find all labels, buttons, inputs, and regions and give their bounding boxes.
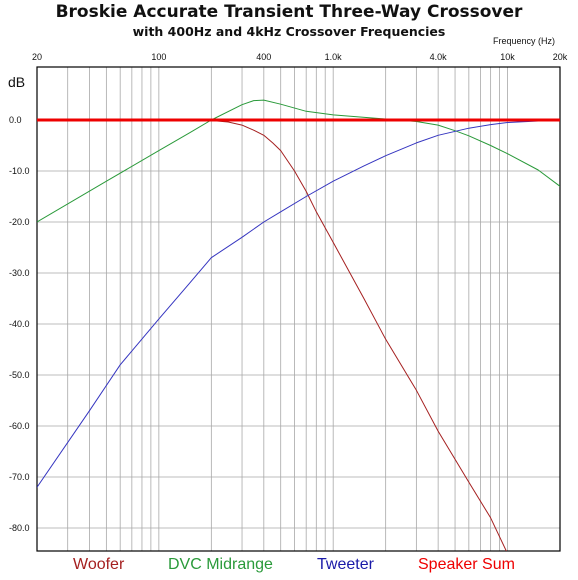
legend-speaker-sum: Speaker Sum [418,556,515,573]
chart-title: Broskie Accurate Transient Three-Way Cro… [55,2,523,22]
legend-tweeter: Tweeter [317,556,374,573]
y-tick-label: -40.0 [9,319,30,329]
legend-woofer: Woofer [73,556,125,573]
grid [36,67,561,551]
y-tick-label: -30.0 [9,268,30,278]
plot-frame [36,66,561,552]
woofer-curve [37,119,507,551]
x-tick-label: 20 [32,52,42,62]
tweeter-curve [37,120,560,488]
x-tick-label: 400 [256,52,271,62]
y-tick-label: -70.0 [9,472,30,482]
y-tick-label: 0.0 [9,115,22,125]
y-axis-label: dB [8,74,26,90]
x-tick-label: 1.0k [325,52,343,62]
y-tick-label: -80.0 [9,523,30,533]
y-tick-label: -60.0 [9,421,30,431]
y-tick-label: -20.0 [9,217,30,227]
x-tick-label: 4.0k [430,52,448,62]
chart-subtitle: with 400Hz and 4kHz Crossover Frequencie… [132,24,446,39]
x-tick-label: 10k [500,52,515,62]
x-tick-label: 20k [553,52,568,62]
x-axis-label: Frequency (Hz) [493,36,556,46]
plot-background [37,67,560,551]
series-group [37,99,560,551]
legend-dvc-midrange: DVC Midrange [168,556,273,573]
dvc-midrange-curve [37,99,560,223]
y-tick-label: -50.0 [9,370,30,380]
y-tick-label: -10.0 [9,166,30,176]
x-tick-label: 100 [151,52,166,62]
